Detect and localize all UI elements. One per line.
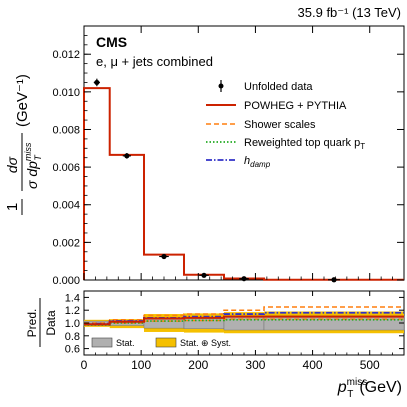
- y-axis-title: 1 dσ σ dpmissT (GeV⁻¹): [4, 74, 43, 215]
- y-axis-title-one: 1: [4, 203, 21, 211]
- legend-entry-hdamp: hdamp: [206, 155, 271, 169]
- y-axis-title-frac-top: dσ: [4, 156, 20, 173]
- x-tick-label: 400: [303, 358, 323, 372]
- ratio-prediction: [84, 315, 404, 326]
- ratio-y-tick-label: 0.8: [65, 331, 80, 343]
- legend-hdamp-label: hdamp: [244, 155, 271, 169]
- legend-data-marker: [218, 83, 224, 89]
- ratio-label-top: Pred.: [25, 309, 39, 338]
- experiment-label: CMS: [96, 34, 127, 50]
- ratio-stat-band: [263, 315, 405, 331]
- legend-data-label: Unfolded data: [244, 81, 313, 93]
- y-tick-label: 0.008: [52, 124, 80, 136]
- ratio-legend-stat-label: Stat.: [116, 338, 135, 348]
- legend-entry-shower: Shower scales: [206, 119, 316, 131]
- ratio-legend-stat-swatch: [91, 337, 113, 348]
- legend-entry-prediction: POWHEG + PYTHIA: [206, 100, 347, 112]
- legend: Unfolded data POWHEG + PYTHIA Shower sca…: [206, 80, 365, 169]
- x-tick-label: 200: [188, 358, 208, 372]
- ratio-label-bottom: Data: [44, 310, 58, 336]
- prediction-histogram: [83, 87, 404, 281]
- y-tick-label: 0.006: [52, 162, 80, 174]
- channel-label: e, μ + jets combined: [96, 54, 213, 69]
- x-tick-label: 100: [131, 358, 151, 372]
- ratio-y-tick-label: 0.6: [65, 344, 80, 356]
- legend-entry-reweighted: Reweighted top quark pT: [206, 137, 365, 151]
- ratio-legend-syst-label: Stat. ⊕ Syst.: [180, 338, 231, 348]
- legend-shower-label: Shower scales: [244, 119, 316, 131]
- ratio-legend-syst-swatch: [155, 337, 177, 348]
- x-tick-label: 500: [360, 358, 380, 372]
- legend-entry-data: Unfolded data: [218, 80, 313, 93]
- x-tick-label: 300: [245, 358, 265, 372]
- data-point: [201, 272, 207, 278]
- x-tick-label: 0: [81, 358, 88, 372]
- y-axis-title-unit: (GeV⁻¹): [14, 74, 31, 127]
- y-tick-label: 0.012: [52, 49, 80, 61]
- ratio-reweighted: [84, 319, 404, 326]
- ratio-stat-band: [223, 315, 265, 331]
- y-axis-title-frac-bottom: σ dpmissT: [23, 142, 43, 189]
- y-tick-label: 0.002: [52, 237, 80, 249]
- ratio-legend: Stat. Stat. ⊕ Syst.: [91, 337, 231, 348]
- ratio-stat-band: [183, 317, 225, 329]
- data-point: [161, 253, 167, 260]
- x-axis-title: pmiss T (GeV): [337, 377, 402, 400]
- chart-marks: 0.000 0.002 0.004 0.006 0.008 0.010 0.012 0 100 2…: [52, 26, 405, 372]
- data-point: [94, 79, 100, 86]
- y-tick-label: 0.010: [52, 87, 80, 99]
- legend-reweighted-label: Reweighted top quark pT: [244, 137, 365, 151]
- ratio-y-tick-label: 1.0: [65, 318, 80, 330]
- ratio-y-tick-label: 1.2: [65, 305, 80, 317]
- lumi-label: 35.9 fb⁻¹ (13 TeV): [298, 5, 401, 20]
- legend-prediction-label: POWHEG + PYTHIA: [244, 100, 347, 112]
- y-tick-label: 0.004: [52, 200, 80, 212]
- data-point: [124, 153, 130, 159]
- y-tick-label: 0.000: [52, 275, 80, 287]
- ratio-y-tick-label: 1.4: [65, 292, 80, 304]
